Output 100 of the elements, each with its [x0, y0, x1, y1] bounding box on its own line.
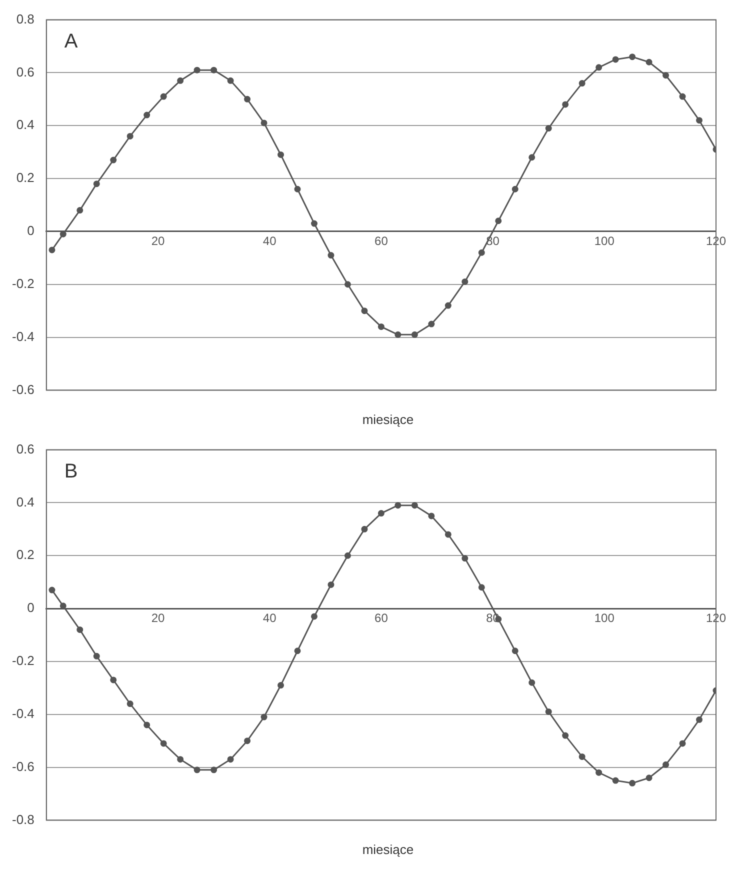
- point: [444, 531, 452, 538]
- y-tick-label: 0.6: [16, 64, 34, 80]
- point: [578, 753, 586, 760]
- point: [646, 58, 652, 66]
- point: [478, 584, 485, 591]
- y-tick-label: 0.8: [16, 11, 34, 26]
- text: B: [64, 460, 78, 482]
- x-axis-title: miesiące: [361, 841, 415, 859]
- y-tick-label: -0.2: [12, 276, 34, 291]
- x-axis-title: miesiące: [361, 411, 415, 429]
- point: [562, 732, 569, 739]
- point: [76, 626, 84, 633]
- point: [177, 77, 184, 84]
- point: [646, 774, 652, 782]
- x-tick-label: 20: [151, 234, 165, 248]
- point: [528, 154, 536, 161]
- y-tick-label: 0: [27, 223, 34, 238]
- point: [629, 780, 636, 786]
- point: [328, 252, 334, 259]
- point: [428, 320, 435, 328]
- y-tick-label: 0.4: [16, 494, 34, 510]
- point: [662, 72, 670, 79]
- x-tick-label: 100: [594, 234, 615, 248]
- point: [294, 186, 301, 192]
- point: [679, 93, 686, 100]
- y-tick-label: -0.6: [12, 382, 34, 397]
- point: [194, 766, 200, 774]
- point: [227, 756, 234, 763]
- point: [160, 740, 167, 747]
- point: [428, 512, 435, 520]
- point: [545, 708, 552, 715]
- point: [227, 77, 234, 84]
- point: [512, 186, 518, 192]
- point: [110, 156, 117, 164]
- point: [378, 323, 384, 330]
- y-tick-label: 0.4: [16, 117, 34, 132]
- point: [194, 66, 200, 74]
- point: [210, 766, 218, 774]
- point: [278, 682, 284, 689]
- y-tick-label: 0: [27, 600, 34, 616]
- y-tick-label: -0.8: [12, 812, 34, 827]
- y-tick-label: -0.6: [12, 758, 34, 774]
- point: [444, 302, 452, 309]
- point: [394, 502, 402, 509]
- point: [478, 249, 485, 256]
- x-tick-label: 40: [262, 611, 277, 626]
- point: [562, 101, 569, 108]
- point: [110, 676, 117, 684]
- point: [596, 769, 602, 776]
- point: [411, 331, 418, 338]
- point: [126, 132, 134, 140]
- y-tick-label: 0.6: [16, 441, 34, 456]
- point: [361, 308, 368, 314]
- point: [160, 93, 167, 100]
- point: [462, 278, 468, 285]
- point: [328, 581, 334, 588]
- point: [48, 246, 56, 254]
- point: [244, 96, 251, 102]
- point: [629, 54, 636, 60]
- point: [310, 613, 318, 620]
- point: [294, 648, 301, 654]
- point: [278, 151, 284, 158]
- point: [144, 112, 150, 118]
- point: [76, 207, 84, 214]
- point: [612, 777, 619, 784]
- point: [596, 64, 602, 71]
- point: [210, 66, 218, 74]
- point: [378, 510, 384, 517]
- x-tick-label: 20: [151, 611, 165, 626]
- y-tick-label: -0.4: [12, 706, 34, 721]
- x-tick-label: 40: [262, 234, 277, 248]
- point: [679, 740, 686, 747]
- y-tick-label: 0.2: [16, 170, 34, 186]
- point: [612, 56, 619, 63]
- x-tick-label: 100: [594, 611, 615, 626]
- point: [260, 714, 268, 720]
- point: [462, 555, 468, 562]
- point: [545, 125, 552, 132]
- point: [394, 331, 402, 338]
- point: [93, 652, 100, 660]
- point: [528, 679, 536, 686]
- y-tick-label: -0.4: [12, 328, 34, 344]
- point: [495, 218, 502, 224]
- point: [411, 502, 418, 509]
- point: [244, 738, 251, 744]
- y-tick-label: -0.2: [12, 653, 34, 668]
- y-tick-label: 0.2: [16, 547, 34, 562]
- point: [662, 761, 670, 768]
- text: A: [64, 30, 78, 52]
- point: [361, 526, 368, 532]
- point: [144, 722, 150, 728]
- point: [344, 552, 351, 559]
- point: [260, 120, 268, 126]
- x-tick-label: 60: [374, 234, 388, 248]
- point: [578, 80, 586, 87]
- point: [512, 648, 518, 654]
- point: [696, 716, 703, 723]
- point: [696, 117, 703, 124]
- point: [126, 700, 134, 708]
- point: [344, 281, 351, 288]
